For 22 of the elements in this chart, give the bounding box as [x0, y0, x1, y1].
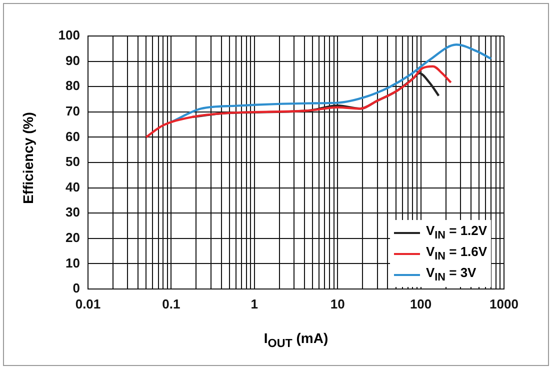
x-tick-label: 0.01 [75, 296, 101, 312]
y-tick-label: 0 [72, 280, 80, 296]
x-tick-label: 10 [330, 296, 345, 312]
y-tick-label: 30 [66, 204, 80, 220]
x-tick-label: 0.1 [162, 296, 180, 312]
y-axis-title: Efficiency (%) [20, 111, 36, 206]
legend-label: V$_{IN}$ = 1.6V [426, 244, 488, 263]
y-tick-label: 90 [66, 52, 80, 68]
y-tick-label: 20 [66, 230, 80, 245]
y-tick-label: 10 [66, 255, 80, 270]
x-tick-label: 1000 [490, 296, 518, 312]
x-tick-label: 1 [250, 296, 258, 312]
y-tick-label: 50 [66, 154, 80, 170]
x-axis-title: I$_{OUT}$ (mA) [262, 330, 330, 350]
legend-label: V$_{IN}$ = 1.2V [426, 223, 488, 242]
y-tick-label: 80 [66, 78, 80, 94]
y-tick-label: 40 [66, 179, 80, 194]
y-tick-label: 60 [66, 128, 80, 144]
x-tick-label: 100 [410, 296, 432, 312]
legend-label: V$_{IN}$ = 3V [426, 265, 476, 284]
y-tick-label: 70 [66, 103, 80, 118]
y-tick-label: 100 [58, 28, 80, 43]
